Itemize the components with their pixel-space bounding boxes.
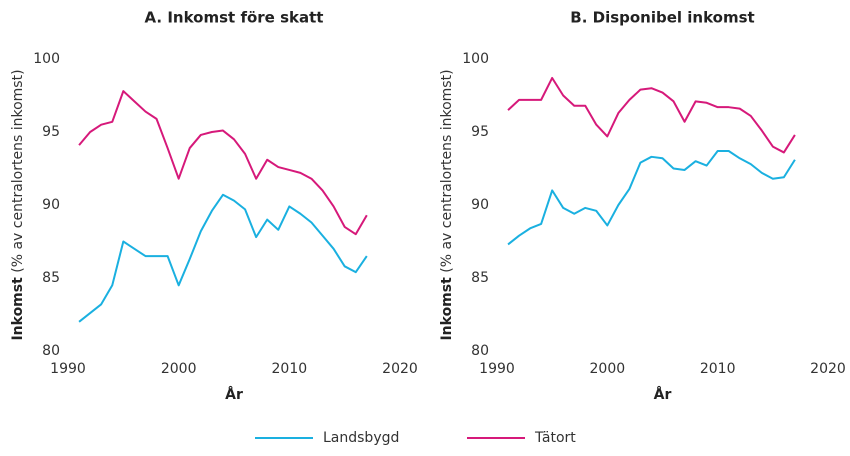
y-tick-label: 95 — [471, 124, 489, 140]
y-axis-label: Inkomst (% av centralortens inkomst) — [439, 69, 455, 340]
y-tick-label: 90 — [42, 197, 60, 213]
y-tick-label: 85 — [471, 270, 489, 286]
y-tick-label: 90 — [471, 197, 489, 213]
y-tick-label: 100 — [33, 51, 60, 67]
y-axis-label-unit: (% av centralortens inkomst) — [439, 69, 455, 272]
x-axis-label: År — [225, 386, 243, 403]
x-tick-label: 2010 — [272, 361, 308, 377]
y-tick-label: 80 — [471, 343, 489, 359]
x-tick-label: 2000 — [590, 361, 626, 377]
y-axis-label: Inkomst (% av centralortens inkomst) — [10, 69, 26, 340]
x-axis-label: År — [654, 386, 672, 403]
legend-label: Tätort — [534, 430, 576, 446]
x-tick-label: 1990 — [479, 361, 515, 377]
y-tick-label: 100 — [462, 51, 489, 67]
x-tick-label: 2020 — [810, 361, 846, 377]
line — [507, 149, 796, 246]
legend-label: Landsbygd — [323, 430, 399, 446]
x-tick-label: 2000 — [161, 361, 197, 377]
y-axis-label-main: Inkomst — [439, 277, 455, 341]
y-tick-label: 80 — [42, 343, 60, 359]
line — [507, 76, 796, 154]
y-axis-label-main: Inkomst — [10, 277, 26, 341]
line — [78, 90, 368, 236]
y-tick-label: 95 — [42, 124, 60, 140]
line — [78, 193, 368, 323]
x-tick-label: 1990 — [50, 361, 86, 377]
x-tick-label: 2020 — [382, 361, 418, 377]
y-axis-label-unit: (% av centralortens inkomst) — [10, 69, 26, 272]
chart-title: B. Disponibel inkomst — [570, 9, 754, 27]
chart-title: A. Inkomst före skatt — [145, 9, 324, 27]
y-tick-label: 85 — [42, 270, 60, 286]
x-tick-label: 2010 — [700, 361, 736, 377]
